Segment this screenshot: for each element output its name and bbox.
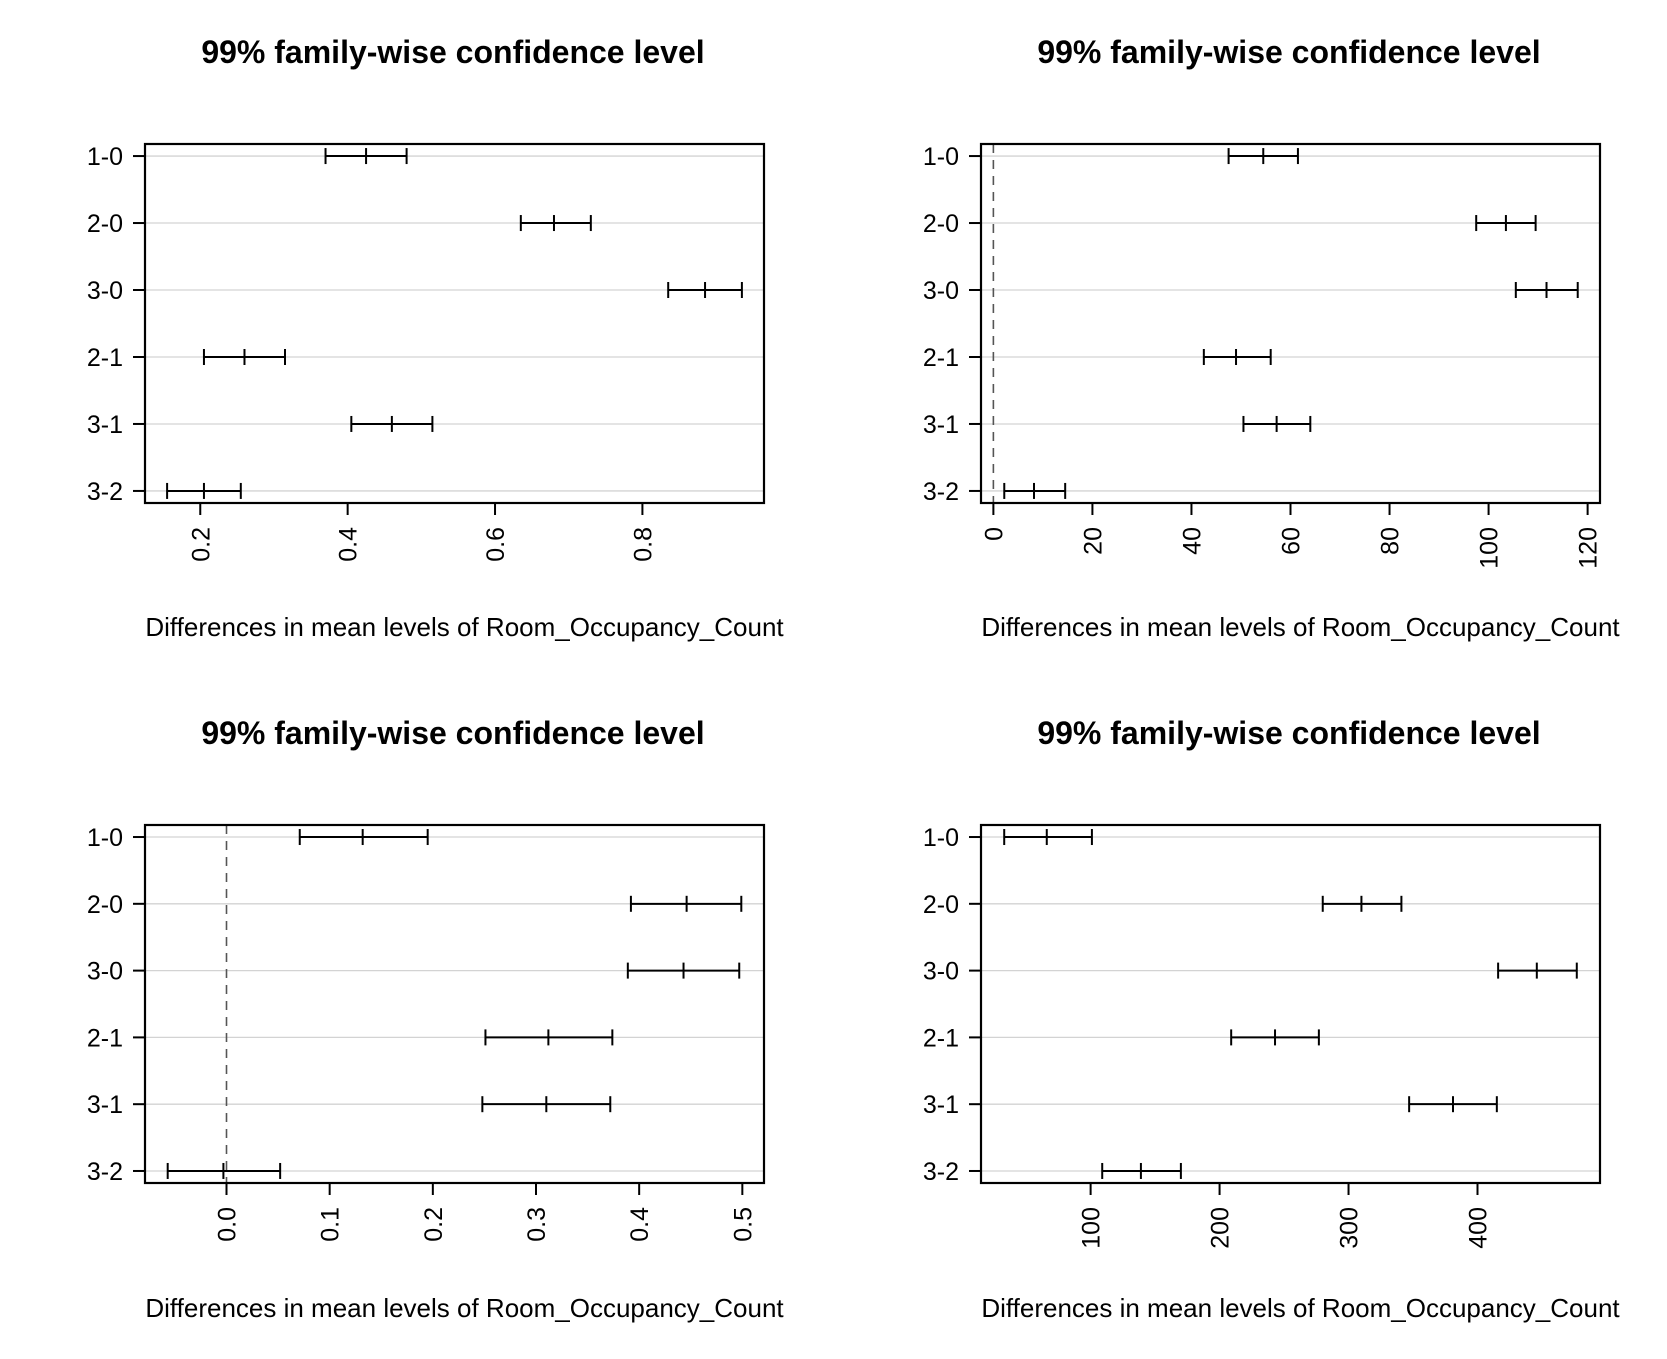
x-tick-label: 0.4 bbox=[626, 1207, 654, 1242]
ci-interval-3-2 bbox=[166, 1162, 282, 1179]
y-category-label: 3-1 bbox=[87, 1091, 123, 1119]
y-category-label: 3-1 bbox=[923, 411, 959, 439]
y-category-label: 1-0 bbox=[923, 824, 959, 852]
ci-interval-3-2 bbox=[166, 482, 242, 499]
y-category-label: 3-0 bbox=[923, 958, 959, 986]
y-category-label: 3-1 bbox=[923, 1091, 959, 1119]
y-category-label: 3-2 bbox=[87, 478, 123, 506]
ci-interval-2-1 bbox=[202, 348, 287, 365]
plot-frame bbox=[979, 823, 1602, 1185]
plot-frame bbox=[143, 142, 766, 505]
y-category-label: 2-1 bbox=[87, 1024, 123, 1052]
x-tick-label: 80 bbox=[1377, 527, 1405, 555]
ci-interval-1-0 bbox=[1003, 829, 1093, 846]
x-tick-label: 20 bbox=[1079, 527, 1107, 555]
ci-interval-1-0 bbox=[324, 148, 408, 165]
y-category-label: 3-0 bbox=[87, 277, 123, 305]
ci-interval-2-0 bbox=[1475, 215, 1537, 232]
ci-interval-3-0 bbox=[626, 962, 741, 979]
y-category-label: 1-0 bbox=[923, 143, 959, 171]
x-tick-label: 0.5 bbox=[729, 1207, 757, 1242]
x-tick-label: 200 bbox=[1207, 1207, 1235, 1249]
y-category-label: 2-0 bbox=[923, 891, 959, 919]
y-category-label: 3-1 bbox=[87, 411, 123, 439]
ci-interval-3-0 bbox=[667, 282, 743, 299]
plot-frame bbox=[143, 823, 766, 1185]
y-category-label: 3-2 bbox=[923, 1158, 959, 1186]
chart-title: 99% family-wise confidence level bbox=[201, 715, 704, 751]
y-category-label: 2-1 bbox=[87, 344, 123, 372]
ci-interval-2-0 bbox=[519, 215, 592, 232]
ci-interval-2-0 bbox=[1321, 895, 1403, 912]
ci-interval-3-1 bbox=[481, 1096, 612, 1113]
ci-interval-3-1 bbox=[1408, 1096, 1498, 1113]
x-tick-label: 0.2 bbox=[187, 527, 215, 562]
ci-interval-1-0 bbox=[1227, 148, 1299, 165]
chart-title: 99% family-wise confidence level bbox=[1037, 715, 1540, 751]
ci-interval-3-2 bbox=[1003, 482, 1067, 499]
y-category-label: 1-0 bbox=[87, 143, 123, 171]
ci-interval-3-1 bbox=[350, 415, 434, 432]
ci-interval-3-2 bbox=[1101, 1162, 1182, 1179]
y-category-label: 2-0 bbox=[923, 210, 959, 238]
y-category-label: 3-2 bbox=[87, 1158, 123, 1186]
x-tick-label: 0.6 bbox=[482, 527, 510, 562]
ci-interval-2-1 bbox=[1230, 1029, 1320, 1046]
y-category-label: 1-0 bbox=[87, 824, 123, 852]
chart-panel-3: 99% family-wise confidence level 1-0 2-0 3-… bbox=[87, 715, 785, 1323]
x-tick-label: 300 bbox=[1336, 1207, 1364, 1249]
ci-interval-2-1 bbox=[1202, 348, 1272, 365]
y-category-label: 3-0 bbox=[923, 277, 959, 305]
x-tick-label: 0.3 bbox=[523, 1207, 551, 1242]
x-axis-label: Differences in mean levels of Room_Occup… bbox=[981, 1293, 1620, 1323]
x-tick-label: 400 bbox=[1464, 1207, 1492, 1249]
x-tick-label: 0.1 bbox=[317, 1207, 345, 1242]
ci-interval-2-1 bbox=[484, 1029, 614, 1046]
chart-title: 99% family-wise confidence level bbox=[1037, 34, 1540, 70]
x-tick-label: 60 bbox=[1278, 527, 1306, 555]
x-tick-label: 0.0 bbox=[214, 1207, 242, 1242]
plot-frame bbox=[979, 142, 1602, 505]
x-tick-label: 40 bbox=[1178, 527, 1206, 555]
x-tick-label: 100 bbox=[1078, 1207, 1106, 1249]
ci-interval-3-1 bbox=[1242, 415, 1312, 432]
y-category-label: 2-0 bbox=[87, 210, 123, 238]
chart-panel-4: 99% family-wise confidence level 1-0 2-0 3-… bbox=[923, 715, 1621, 1323]
x-tick-label: 120 bbox=[1575, 527, 1603, 569]
x-tick-label: 0 bbox=[980, 527, 1008, 541]
ci-interval-3-0 bbox=[1514, 282, 1579, 299]
y-category-label: 2-0 bbox=[87, 891, 123, 919]
x-axis-label: Differences in mean levels of Room_Occup… bbox=[981, 612, 1620, 642]
ci-interval-1-0 bbox=[298, 829, 429, 846]
x-tick-label: 0.4 bbox=[335, 527, 363, 562]
chart-title: 99% family-wise confidence level bbox=[201, 34, 704, 70]
y-category-label: 2-1 bbox=[923, 344, 959, 372]
chart-panel-1: 99% family-wise confidence level 1-0 2-0 3-… bbox=[87, 34, 785, 642]
ci-interval-2-0 bbox=[629, 895, 743, 912]
x-tick-label: 0.8 bbox=[629, 527, 657, 562]
y-category-label: 2-1 bbox=[923, 1024, 959, 1052]
y-category-label: 3-2 bbox=[923, 478, 959, 506]
chart-panel-2: 99% family-wise confidence level 1-0 2-0 3-… bbox=[923, 34, 1621, 642]
y-category-label: 3-0 bbox=[87, 958, 123, 986]
x-tick-label: 100 bbox=[1476, 527, 1504, 569]
x-axis-label: Differences in mean levels of Room_Occup… bbox=[145, 1293, 784, 1323]
x-axis-label: Differences in mean levels of Room_Occup… bbox=[145, 612, 784, 642]
x-tick-label: 0.2 bbox=[420, 1207, 448, 1242]
ci-interval-3-0 bbox=[1497, 962, 1578, 979]
